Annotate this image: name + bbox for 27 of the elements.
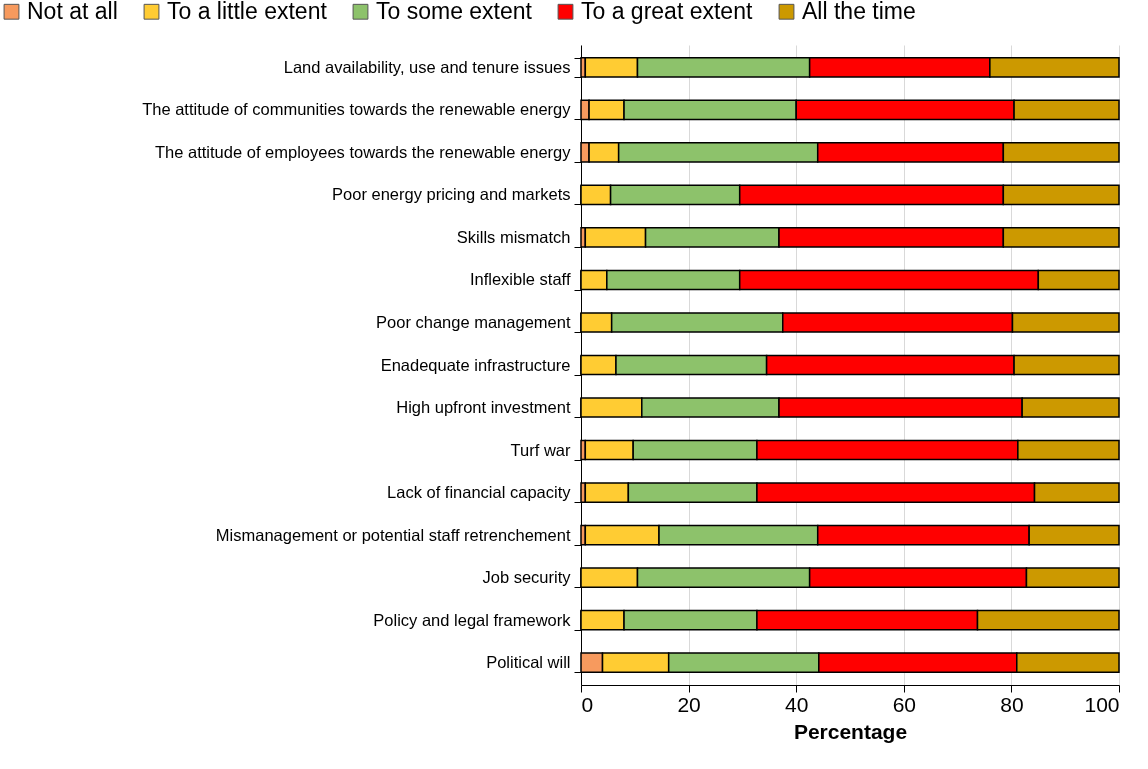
y-tick-label: Enadequate infrastructure: [380, 355, 571, 374]
y-tick-label: Mismanagement or potential staff retrenchement: [215, 525, 571, 544]
x-axis-title: Percentage: [793, 719, 908, 743]
x-tick-label: 40: [785, 692, 809, 716]
y-tick-label: Turf war: [510, 440, 571, 459]
x-tick-label: 60: [892, 692, 916, 716]
y-tick-label: The attitude of employees towards the renewable energy: [155, 142, 572, 161]
y-tick-label: Skills mismatch: [456, 227, 571, 246]
legend-label: To a great extent: [581, 0, 753, 24]
y-tick-label: Policy and legal framework: [373, 610, 572, 629]
legend-label: To some extent: [376, 0, 533, 24]
y-tick-label: Job security: [482, 568, 572, 587]
legend-label: All the time: [802, 0, 916, 24]
legend-label: To a little extent: [167, 0, 328, 24]
y-tick-label: Poor energy pricing and markets: [332, 185, 571, 204]
y-tick-label: Political will: [486, 653, 571, 672]
x-tick-label: 20: [677, 692, 701, 716]
x-tick-label: 100: [1084, 692, 1120, 716]
y-tick-label: Land availability, use and tenure issues: [283, 57, 571, 76]
y-tick-label: The attitude of communities towards the renewable energy: [142, 100, 572, 119]
x-tick-label: 80: [1000, 692, 1024, 716]
y-tick-label: High upfront investment: [396, 398, 571, 417]
x-tick-label: 0: [581, 692, 594, 716]
y-tick-label: Inflexible staff: [469, 270, 571, 289]
y-tick-label: Poor change management: [376, 312, 571, 331]
y-tick-label: Lack of financial capacity: [387, 483, 572, 502]
legend-label: Not at all: [27, 0, 118, 24]
